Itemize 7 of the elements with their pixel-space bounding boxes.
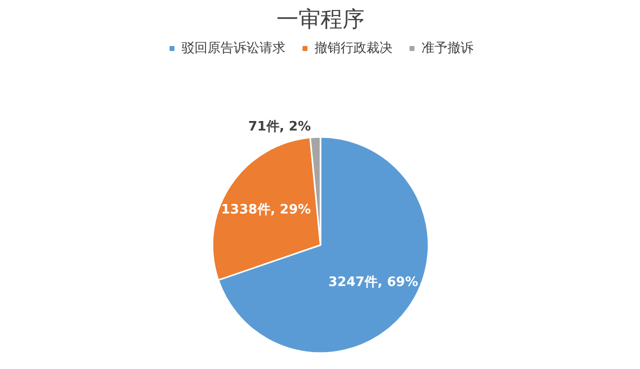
- legend-label: 驳回原告诉讼请求: [182, 40, 286, 57]
- data-label: 3247件, 69%: [328, 275, 418, 290]
- data-label: 71件, 2%: [248, 120, 311, 135]
- chart-title: 一审程序: [276, 8, 364, 32]
- legend-label: 准予撤诉: [422, 40, 474, 57]
- legend-label: 撤销行政裁决: [314, 40, 392, 57]
- data-label: 1338件, 29%: [221, 202, 311, 218]
